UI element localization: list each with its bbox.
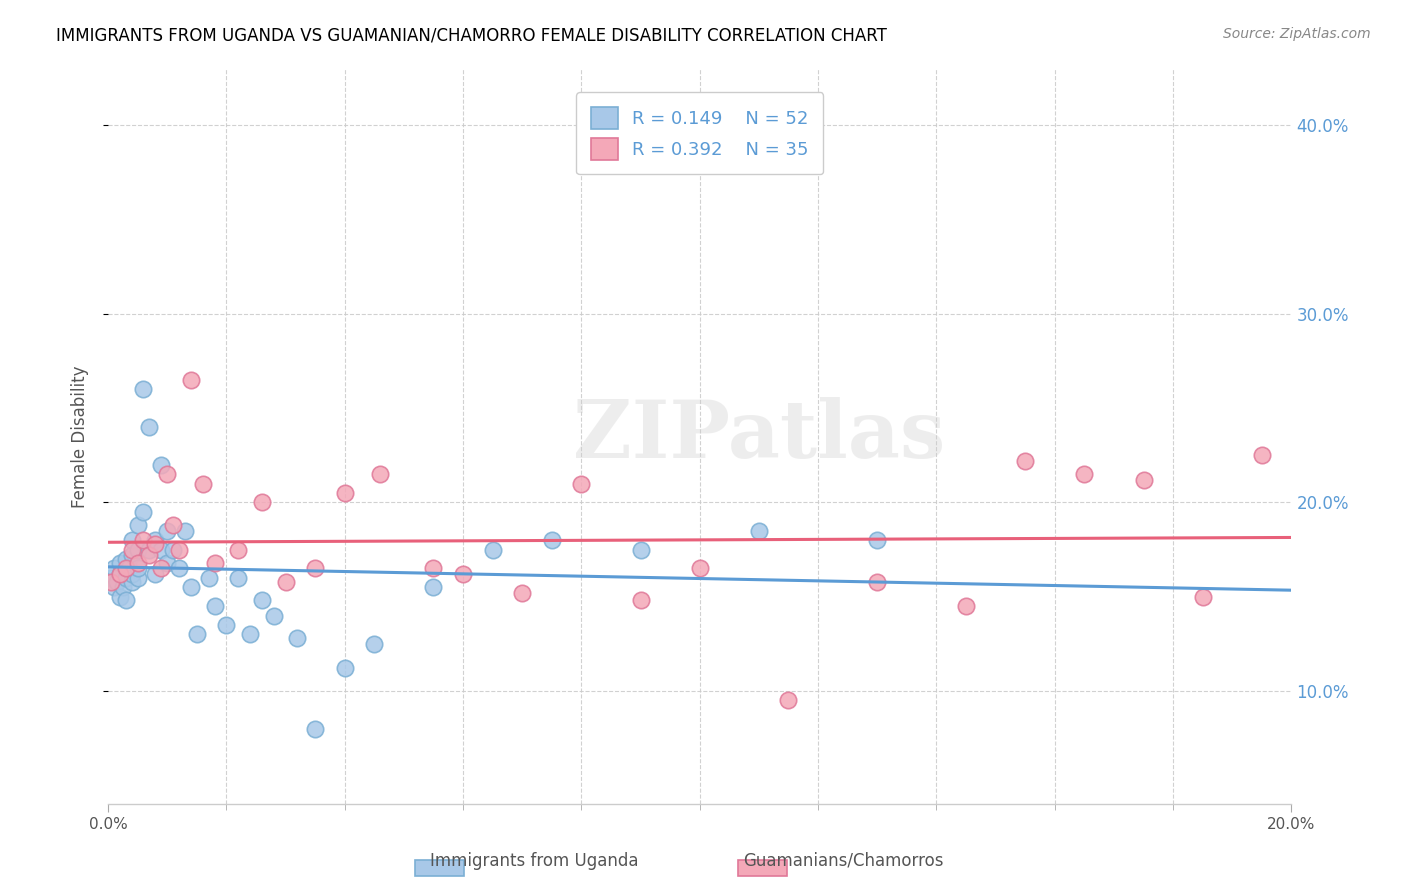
Point [156, 467, 179, 481]
Point [150, 561, 173, 575]
Point [132, 505, 155, 519]
Point [239, 627, 262, 641]
Point [127, 571, 149, 585]
Point [143, 533, 166, 548]
Point [114, 593, 136, 607]
Point [114, 552, 136, 566]
Point [180, 373, 202, 387]
Point [100, 571, 122, 585]
Point [100, 574, 122, 589]
Text: ZIPatlas: ZIPatlas [572, 397, 945, 475]
Point [108, 567, 131, 582]
Point [363, 637, 385, 651]
Point [630, 542, 652, 557]
Point [866, 533, 889, 548]
Point [540, 533, 562, 548]
Point [167, 561, 190, 575]
Point [274, 574, 297, 589]
Point [180, 580, 202, 594]
Point [368, 467, 391, 481]
Point [103, 561, 125, 575]
Text: Guamanians/Chamorros: Guamanians/Chamorros [744, 852, 943, 870]
Point [162, 518, 184, 533]
Point [778, 693, 800, 707]
Point [510, 586, 533, 600]
Point [150, 542, 173, 557]
Point [121, 567, 143, 582]
Point [569, 476, 592, 491]
Point [451, 567, 474, 582]
Point [186, 627, 208, 641]
Point [114, 571, 136, 585]
Point [1250, 448, 1272, 462]
Point [226, 542, 249, 557]
Point [108, 556, 131, 570]
Point [1132, 473, 1154, 487]
Point [118, 561, 141, 575]
Point [127, 542, 149, 557]
Point [955, 599, 977, 614]
Point [121, 542, 143, 557]
Point [127, 556, 149, 570]
Point [156, 556, 179, 570]
Point [285, 631, 308, 645]
Point [304, 722, 326, 736]
Point [143, 537, 166, 551]
Point [103, 580, 125, 594]
Point [174, 524, 197, 538]
Text: IMMIGRANTS FROM UGANDA VS GUAMANIAN/CHAMORRO FEMALE DISABILITY CORRELATION CHART: IMMIGRANTS FROM UGANDA VS GUAMANIAN/CHAM… [56, 27, 887, 45]
Point [422, 580, 444, 594]
Point [263, 608, 285, 623]
Point [1014, 454, 1036, 468]
Point [121, 574, 143, 589]
Text: Immigrants from Uganda: Immigrants from Uganda [430, 852, 638, 870]
Point [111, 580, 134, 594]
Point [250, 593, 273, 607]
Point [226, 571, 249, 585]
Legend: R = 0.149    N = 52, R = 0.392    N = 35: R = 0.149 N = 52, R = 0.392 N = 35 [576, 92, 823, 174]
Text: Source: ZipAtlas.com: Source: ZipAtlas.com [1223, 27, 1371, 41]
Point [156, 524, 179, 538]
Point [114, 561, 136, 575]
Point [215, 618, 238, 632]
Point [422, 561, 444, 575]
Point [1191, 590, 1213, 604]
Point [150, 458, 173, 472]
Point [630, 593, 652, 607]
Point [167, 542, 190, 557]
Point [138, 542, 160, 557]
Point [333, 486, 356, 500]
Point [127, 518, 149, 533]
Point [132, 382, 155, 396]
Point [191, 476, 214, 491]
Point [866, 574, 889, 589]
Point [121, 533, 143, 548]
Point [108, 567, 131, 582]
Point [127, 561, 149, 575]
Point [748, 524, 770, 538]
Point [162, 542, 184, 557]
Point [250, 495, 273, 509]
Point [138, 548, 160, 562]
Point [1073, 467, 1095, 481]
Point [121, 548, 143, 562]
Point [304, 561, 326, 575]
Point [333, 661, 356, 675]
Point [143, 567, 166, 582]
Point [197, 571, 219, 585]
Point [204, 556, 226, 570]
Point [132, 533, 155, 548]
Point [138, 420, 160, 434]
Point [108, 590, 131, 604]
Point [481, 542, 503, 557]
Y-axis label: Female Disability: Female Disability [72, 365, 89, 508]
Point [689, 561, 711, 575]
Point [105, 574, 128, 589]
Point [204, 599, 226, 614]
